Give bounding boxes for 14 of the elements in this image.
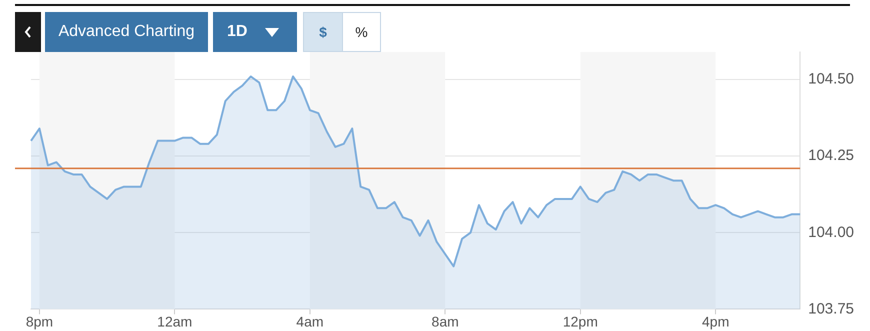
y-tick-label: 104.00: [808, 224, 854, 241]
text: Advanced Charting: [45, 12, 208, 52]
x-tick-label: 8am: [432, 313, 459, 330]
x-tick-label: 4am: [296, 313, 324, 330]
x-tick-label: 8pm: [26, 313, 54, 330]
y-tick-label: 103.75: [808, 300, 854, 318]
text: 1D: [227, 23, 248, 41]
y-tick-label: 104.25: [808, 147, 854, 164]
text: $: [303, 12, 343, 52]
y-tick-label: 104.50: [808, 70, 854, 88]
x-tick-label: 12pm: [562, 313, 598, 330]
x-tick-label: 4pm: [702, 313, 730, 330]
x-tick-label: 12am: [157, 313, 192, 330]
text: %: [342, 12, 381, 52]
